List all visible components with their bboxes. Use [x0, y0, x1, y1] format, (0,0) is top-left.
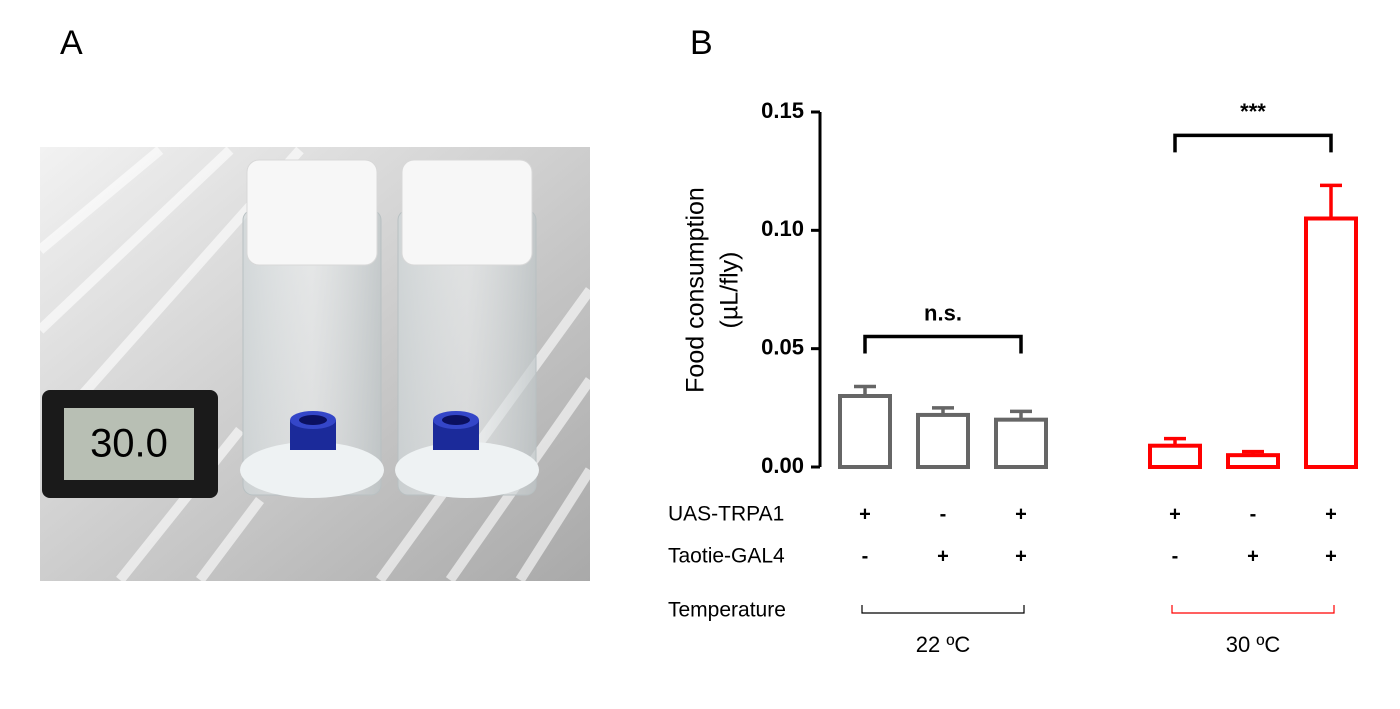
genotype-mark: + — [1325, 503, 1337, 525]
genotype-mark: - — [1250, 503, 1257, 525]
bar — [838, 394, 892, 469]
photo: 30.0 — [36, 146, 595, 584]
significance-label: *** — [1240, 99, 1266, 124]
genotype-mark: + — [1015, 503, 1027, 525]
row-label: Temperature — [668, 599, 786, 622]
panel-label: B — [690, 24, 713, 62]
genotype-mark: + — [1247, 545, 1259, 567]
genotype-mark: + — [1015, 545, 1027, 567]
bar — [1148, 443, 1202, 470]
genotype-mark: - — [1172, 545, 1179, 567]
y-tick-label: 0.15 — [761, 98, 804, 123]
genotype-mark: + — [1169, 503, 1181, 525]
genotype-mark: - — [940, 503, 947, 525]
temperature-value: 30 ºC — [1226, 632, 1281, 657]
genotype-mark: + — [859, 503, 871, 525]
panel-label: A — [60, 24, 83, 62]
bar — [1226, 453, 1280, 469]
significance-label: n.s. — [924, 300, 962, 325]
temperature-bracket — [1171, 605, 1335, 614]
row-label: UAS-TRPA1 — [668, 503, 784, 526]
genotype-mark: + — [937, 545, 949, 567]
y-tick-label: 0.10 — [761, 216, 804, 241]
significance-bracket — [1173, 133, 1333, 153]
bar — [994, 417, 1048, 469]
temperature-bracket — [861, 605, 1025, 614]
temperature-value: 22 ºC — [916, 632, 971, 657]
row-label: Taotie-GAL4 — [668, 545, 785, 568]
y-tick-label: 0.05 — [761, 334, 804, 359]
thermometer-display: 30.0 — [90, 422, 168, 466]
y-axis-label: Food consumption — [682, 187, 710, 393]
bar — [1304, 216, 1358, 469]
significance-bracket — [863, 334, 1023, 354]
genotype-mark: - — [862, 545, 869, 567]
genotype-mark: + — [1325, 545, 1337, 567]
bar — [916, 412, 970, 469]
y-axis-label: (µL/fly) — [716, 252, 744, 329]
y-tick-label: 0.00 — [761, 453, 804, 478]
